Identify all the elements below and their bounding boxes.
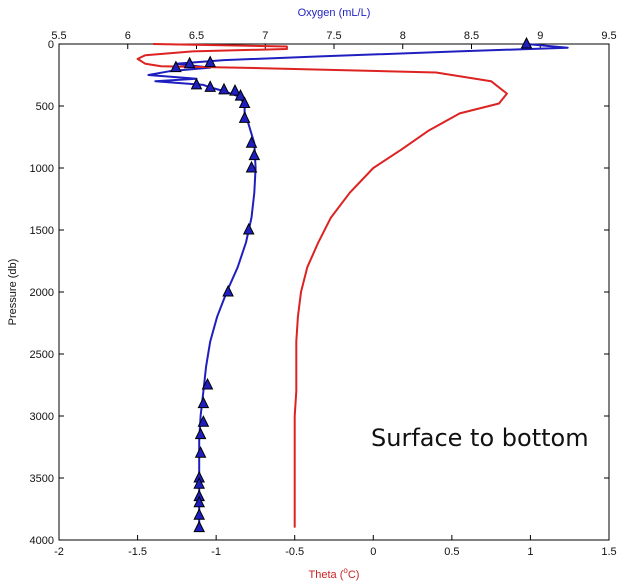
bottom-tick-label-4: 0: [370, 546, 376, 558]
oxygen-marker-17: [197, 396, 210, 409]
y-tick-label-4: 2000: [30, 287, 54, 299]
annotation-text: Surface to bottom: [371, 424, 589, 452]
y-axis-title: Pressure (db): [7, 259, 19, 326]
y-tick-label-6: 3000: [30, 411, 54, 423]
oxygen-marker-3: [170, 60, 182, 73]
series-line-oxygen: [147, 43, 569, 528]
bottom-axis-ticks: -2 -1.5 -1 -0.5 0 0.5 1 1.5: [54, 535, 617, 558]
top-tick-label-5: 8: [400, 30, 406, 42]
y-tick-label-5: 2500: [30, 349, 54, 361]
bottom-tick-label-6: 1: [527, 546, 533, 558]
oxygen-marker-12: [248, 148, 261, 161]
top-tick-label-0: 5.5: [51, 30, 66, 42]
top-tick-label-1: 6: [125, 30, 131, 42]
bottom-tick-label-3: -0.5: [285, 546, 304, 558]
oxygen-marker-19: [194, 427, 207, 440]
oxygen-marker-7: [229, 83, 241, 96]
y-tick-label-0: 0: [48, 39, 54, 51]
oxygen-marker-6: [218, 82, 230, 95]
oxygen-marker-24: [193, 495, 206, 508]
bottom-tick-label-1: -1.5: [128, 546, 147, 558]
oxygen-marker-11: [245, 136, 258, 148]
oxygen-marker-22: [193, 477, 206, 489]
y-tick-label-2: 1000: [30, 163, 54, 175]
marker-layer: [170, 36, 533, 533]
oxygen-marker-16: [201, 377, 214, 390]
oxygen-marker-25: [193, 508, 206, 520]
top-axis-ticks: 5.5 6 6.5 7 7.5 8 8.5 9 9.5: [51, 30, 617, 49]
oxygen-marker-9: [238, 96, 251, 108]
plot-frame: [58, 43, 610, 541]
top-tick-label-6: 8.5: [464, 30, 479, 42]
bottom-axis-title-sup: o: [343, 566, 348, 575]
series-line-theta: [136, 43, 508, 528]
bottom-tick-label-7: 1.5: [601, 546, 616, 558]
oxygen-marker-8: [234, 88, 247, 101]
oxygen-marker-1: [204, 55, 217, 68]
y-tick-label-1: 500: [36, 101, 54, 113]
bottom-tick-label-2: -1: [211, 546, 221, 558]
oxygen-marker-20: [194, 446, 207, 458]
y-tick-label-7: 3500: [30, 473, 54, 485]
oxygen-marker-13: [245, 160, 258, 173]
y-tick-label-8: 4000: [30, 535, 54, 547]
top-tick-label-7: 9: [537, 30, 543, 42]
bottom-axis-title: Theta (oC): [309, 566, 360, 581]
oxygen-marker-14: [242, 222, 255, 235]
oxygen-marker-2: [183, 56, 196, 69]
top-tick-label-3: 7: [262, 30, 268, 42]
oxygen-marker-0: [520, 36, 533, 49]
y-axis-ticks: 0 500 1000 1500 2000 2500 3000 3500 4000: [30, 39, 609, 547]
bottom-axis-title-base: Theta (: [309, 569, 344, 581]
y-tick-label-3: 1500: [30, 225, 54, 237]
oxygen-marker-18: [197, 415, 210, 427]
bottom-tick-label-5: 0.5: [444, 546, 459, 558]
oxygen-marker-15: [222, 284, 234, 297]
bottom-tick-label-0: -2: [54, 546, 64, 558]
oxygen-marker-26: [193, 520, 206, 533]
oxygen-marker-4: [190, 77, 203, 90]
top-tick-label-4: 7.5: [326, 30, 341, 42]
oxygen-marker-10: [238, 111, 251, 123]
top-tick-label-8: 9.5: [601, 30, 616, 42]
top-tick-label-2: 6.5: [189, 30, 204, 42]
bottom-axis-title-tail: C): [348, 569, 360, 581]
oxygen-marker-5: [204, 80, 217, 92]
top-axis-title: Oxygen (mL/L): [298, 7, 371, 19]
